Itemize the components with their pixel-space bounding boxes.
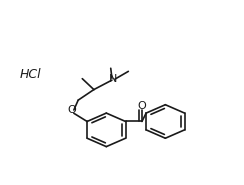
Text: O: O <box>68 105 76 115</box>
Text: HCl: HCl <box>20 68 41 81</box>
Text: O: O <box>138 101 146 111</box>
Text: N: N <box>109 74 117 84</box>
